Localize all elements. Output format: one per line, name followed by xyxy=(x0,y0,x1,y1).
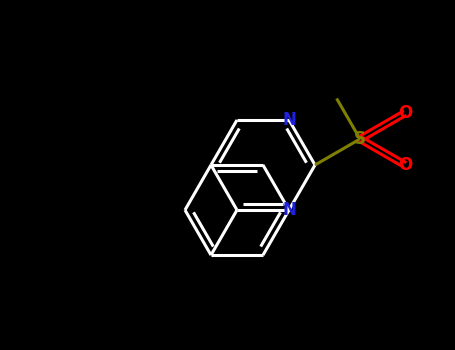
Text: N: N xyxy=(282,111,296,129)
Text: N: N xyxy=(282,201,296,219)
Text: O: O xyxy=(398,104,412,122)
Text: O: O xyxy=(398,156,412,174)
Text: S: S xyxy=(354,130,366,148)
